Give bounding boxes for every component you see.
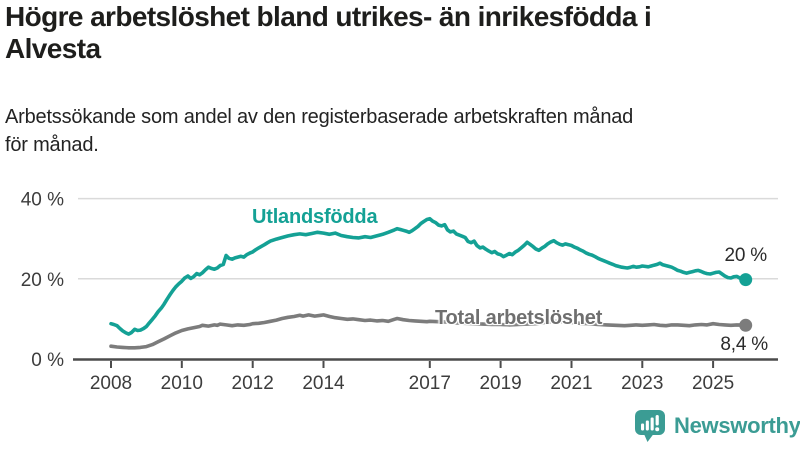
series-end-dot-utlandsf-dda (739, 273, 753, 287)
series-label-total-arbetsloshet: Total arbetslöshet (435, 307, 603, 329)
newsworthy-logo[interactable]: Newsworthy (634, 409, 800, 443)
series-line-utlandsf-dda (109, 216, 748, 336)
end-value-label-utlandsfodda: 20 % (724, 245, 767, 266)
series-line-total-arbetsl-shet (109, 313, 748, 350)
chart-title: Högre arbetslöshet bland utrikes- än inr… (5, 1, 652, 64)
chart-subtitle: Arbetssökande som andel av den registerb… (5, 106, 634, 156)
x-tick-label: 2012 (232, 373, 274, 394)
y-tick-label: 0 % (31, 350, 64, 371)
x-tick-label: 2017 (409, 373, 451, 394)
x-tick-label: 2021 (550, 373, 592, 394)
x-tick-label: 2023 (621, 373, 663, 394)
x-tick-label: 2019 (479, 373, 521, 394)
y-tick-label: 20 % (21, 270, 64, 291)
x-tick-label: 2014 (302, 373, 345, 394)
newsworthy-logo-icon (635, 410, 665, 442)
y-tick-label: 40 % (21, 190, 64, 211)
end-value-label-total: 8,4 % (720, 334, 768, 355)
x-tick-label: 2025 (692, 373, 734, 394)
series-end-dot-total-arbetsl-shet (739, 318, 753, 332)
series-label-utlandsfodda: Utlandsfödda (252, 206, 378, 228)
x-tick-label: 2008 (90, 373, 132, 394)
x-tick-label: 2010 (161, 373, 203, 394)
newsworthy-logo-text: Newsworthy (674, 413, 800, 438)
